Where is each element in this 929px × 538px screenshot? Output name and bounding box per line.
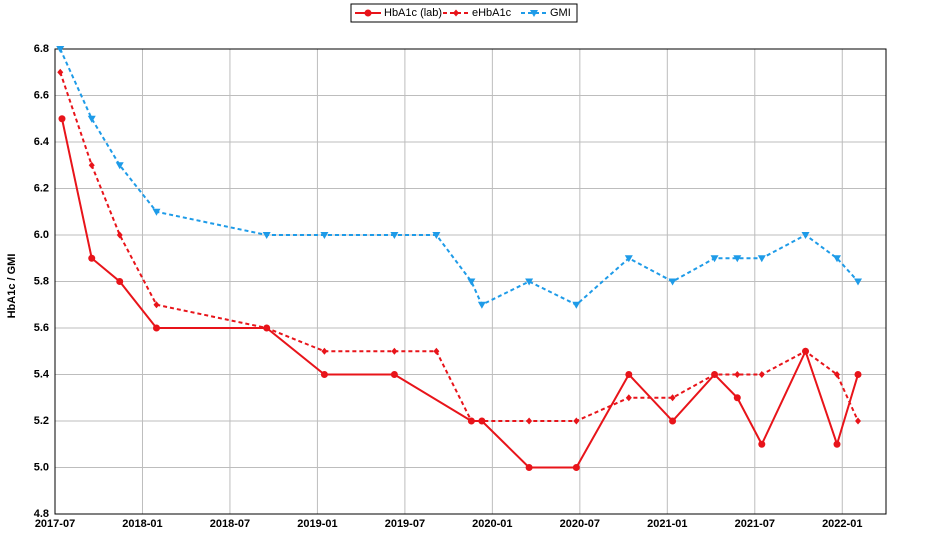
point [116,278,124,285]
x-tick-label: 2020-01 [472,518,512,530]
point [526,417,533,425]
point [262,232,271,239]
point [758,371,765,378]
y-tick-label: 6.0 [34,229,49,241]
point [467,278,476,286]
y-tick-label: 5.0 [34,461,49,473]
point [668,278,677,286]
point [116,231,123,239]
legend-marker [453,9,459,17]
point [733,394,741,402]
series-line [59,48,859,307]
y-tick-label: 5.6 [34,322,49,334]
point [391,347,398,355]
y-tick-label: 5.2 [34,415,49,427]
point [152,324,160,332]
point [669,417,677,425]
y-tick-label: 6.6 [34,89,49,101]
point [153,301,160,309]
legend-label: GMI [550,7,571,19]
point [390,232,399,239]
point [733,255,742,263]
point [525,278,534,286]
point [468,417,475,425]
point [87,115,96,123]
point [854,371,862,378]
x-tick-label: 2018-07 [210,518,250,530]
point [834,371,841,378]
plot-frame [54,48,887,515]
x-tick-label: 2021-07 [735,518,775,530]
point [477,301,486,309]
series-line [61,118,859,469]
y-tick-label: 6.8 [34,43,49,55]
point [152,208,161,216]
series-line [59,71,859,422]
point [572,301,581,309]
point [710,255,719,263]
point [833,255,842,263]
point [57,68,64,76]
point [833,440,841,448]
point [263,324,270,332]
point [88,161,95,169]
point [88,254,96,262]
y-tick-label: 4.8 [34,508,49,520]
point [757,255,766,263]
legend-label: HbA1c (lab) [384,7,442,19]
point [433,347,440,355]
point [711,371,718,378]
point [801,232,810,239]
x-tick-label: 2019-07 [385,518,425,530]
point [624,255,633,263]
point [573,417,580,425]
point [432,232,441,239]
point [321,347,328,355]
y-tick-label: 5.8 [34,275,49,287]
point [855,417,862,425]
y-tick-label: 6.4 [34,136,50,148]
point [625,394,632,402]
point [669,394,676,402]
x-tick-label: 2021-01 [647,518,687,530]
y-tick-label: 5.4 [34,368,50,380]
y-axis-label: HbA1c / GMI [6,254,18,319]
legend-label: eHbA1c [472,7,512,19]
point [58,115,66,123]
x-tick-label: 2017-07 [35,518,75,530]
point [478,417,485,425]
point [320,232,329,239]
x-tick-label: 2022-01 [822,518,862,530]
point [854,278,863,286]
point [390,371,398,378]
point [802,347,809,355]
legend-marker [364,9,372,17]
point [525,464,533,471]
point [625,371,633,378]
x-tick-label: 2020-07 [560,518,600,530]
point [56,46,65,53]
point [572,464,580,471]
point [320,371,328,378]
legend-marker [530,10,538,17]
point [115,162,124,170]
point [758,440,766,448]
y-tick-label: 6.2 [34,182,49,194]
point [734,371,741,378]
x-tick-label: 2018-01 [122,518,162,530]
x-tick-label: 2019-01 [297,518,337,530]
